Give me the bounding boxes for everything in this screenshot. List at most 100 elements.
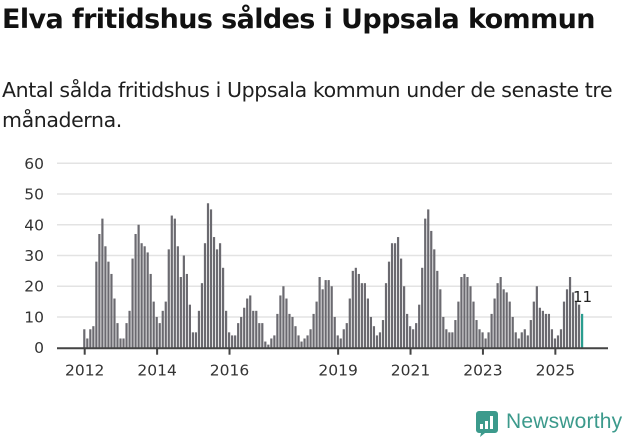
bar (125, 323, 128, 348)
bar (273, 335, 276, 348)
chart-title: Elva fritidshus såldes i Uppsala kommun (2, 4, 595, 35)
bar (496, 283, 499, 348)
y-tick-label: 50 (24, 186, 44, 204)
bar (532, 301, 535, 348)
bar (282, 286, 285, 348)
bar (354, 267, 357, 348)
bar (92, 326, 95, 348)
bar (484, 338, 487, 348)
bar (523, 329, 526, 348)
bar (327, 280, 330, 348)
bar (538, 307, 541, 348)
bar (152, 301, 155, 348)
bar (336, 335, 339, 348)
bar (101, 218, 104, 348)
value-label: 11 (573, 288, 592, 306)
newsworthy-bar-chart-bubble-icon (476, 411, 498, 437)
bar (544, 313, 548, 348)
bar (409, 326, 412, 348)
bar (511, 316, 514, 348)
bar (294, 326, 297, 348)
bar (255, 310, 258, 348)
bar (562, 301, 566, 348)
bar (291, 316, 294, 348)
x-tick-label: 2014 (137, 362, 176, 380)
bar-chart: 0 10 20 30 40 50 60 2012 2014 2016 2019 2021 2023 202… (0, 150, 631, 390)
bar (433, 249, 436, 348)
x-tick-label: 2021 (391, 362, 430, 380)
bar (149, 273, 152, 348)
bar (535, 286, 538, 348)
y-tick-label: 20 (24, 278, 44, 296)
bar (83, 329, 86, 348)
bar (264, 341, 267, 348)
bar (167, 249, 170, 348)
y-tick-label: 0 (34, 339, 44, 357)
bar (442, 316, 445, 348)
bar (520, 332, 523, 348)
bar (221, 267, 225, 348)
bar (445, 329, 448, 348)
bar (553, 338, 557, 348)
newsworthy-logo: Newsworthy (476, 407, 622, 437)
bar (412, 329, 415, 348)
bar (321, 289, 324, 348)
bar (246, 298, 249, 348)
bar (454, 320, 457, 348)
bar (384, 283, 388, 348)
bar (231, 335, 234, 348)
bar (505, 292, 508, 348)
bar (170, 215, 173, 348)
bar (463, 273, 466, 348)
bar (176, 246, 179, 348)
bar (375, 335, 379, 348)
bar (122, 338, 125, 348)
bar (526, 335, 529, 348)
bar (146, 252, 149, 348)
bar (460, 277, 463, 348)
bar (514, 332, 517, 348)
bar (104, 246, 107, 348)
bar (270, 338, 273, 348)
bar (345, 323, 348, 348)
bar (182, 255, 185, 348)
bar (107, 261, 110, 348)
bar (173, 218, 176, 348)
bar (200, 283, 204, 348)
bar (303, 338, 306, 348)
bar (158, 323, 161, 348)
bar (451, 332, 454, 348)
bar (360, 283, 363, 348)
bar (568, 277, 572, 348)
bar (430, 230, 433, 348)
bar (381, 320, 385, 348)
bar (324, 280, 327, 348)
bar (279, 295, 282, 348)
y-tick-label: 30 (24, 247, 44, 265)
bar (179, 277, 182, 348)
bar (550, 329, 554, 348)
bar (571, 292, 575, 348)
bar (89, 329, 92, 348)
bar (140, 243, 143, 348)
bar (197, 310, 201, 348)
bar (357, 273, 360, 348)
bar (224, 310, 228, 348)
chart-subtitle: Antal sålda fritidshus i Uppsala kommun … (2, 78, 613, 132)
bar (285, 298, 288, 348)
bar (267, 344, 270, 348)
bar (390, 243, 394, 348)
bar (577, 304, 581, 348)
bar (493, 298, 496, 348)
bar (372, 326, 376, 348)
bar (439, 289, 442, 348)
bar (300, 341, 303, 348)
bar (288, 313, 291, 348)
x-tick-label: 2012 (65, 362, 104, 380)
bar (185, 273, 188, 348)
bar (161, 310, 164, 348)
bar (110, 273, 113, 348)
x-tick-label: 2023 (463, 362, 502, 380)
bar (95, 261, 98, 348)
bar (98, 233, 101, 348)
